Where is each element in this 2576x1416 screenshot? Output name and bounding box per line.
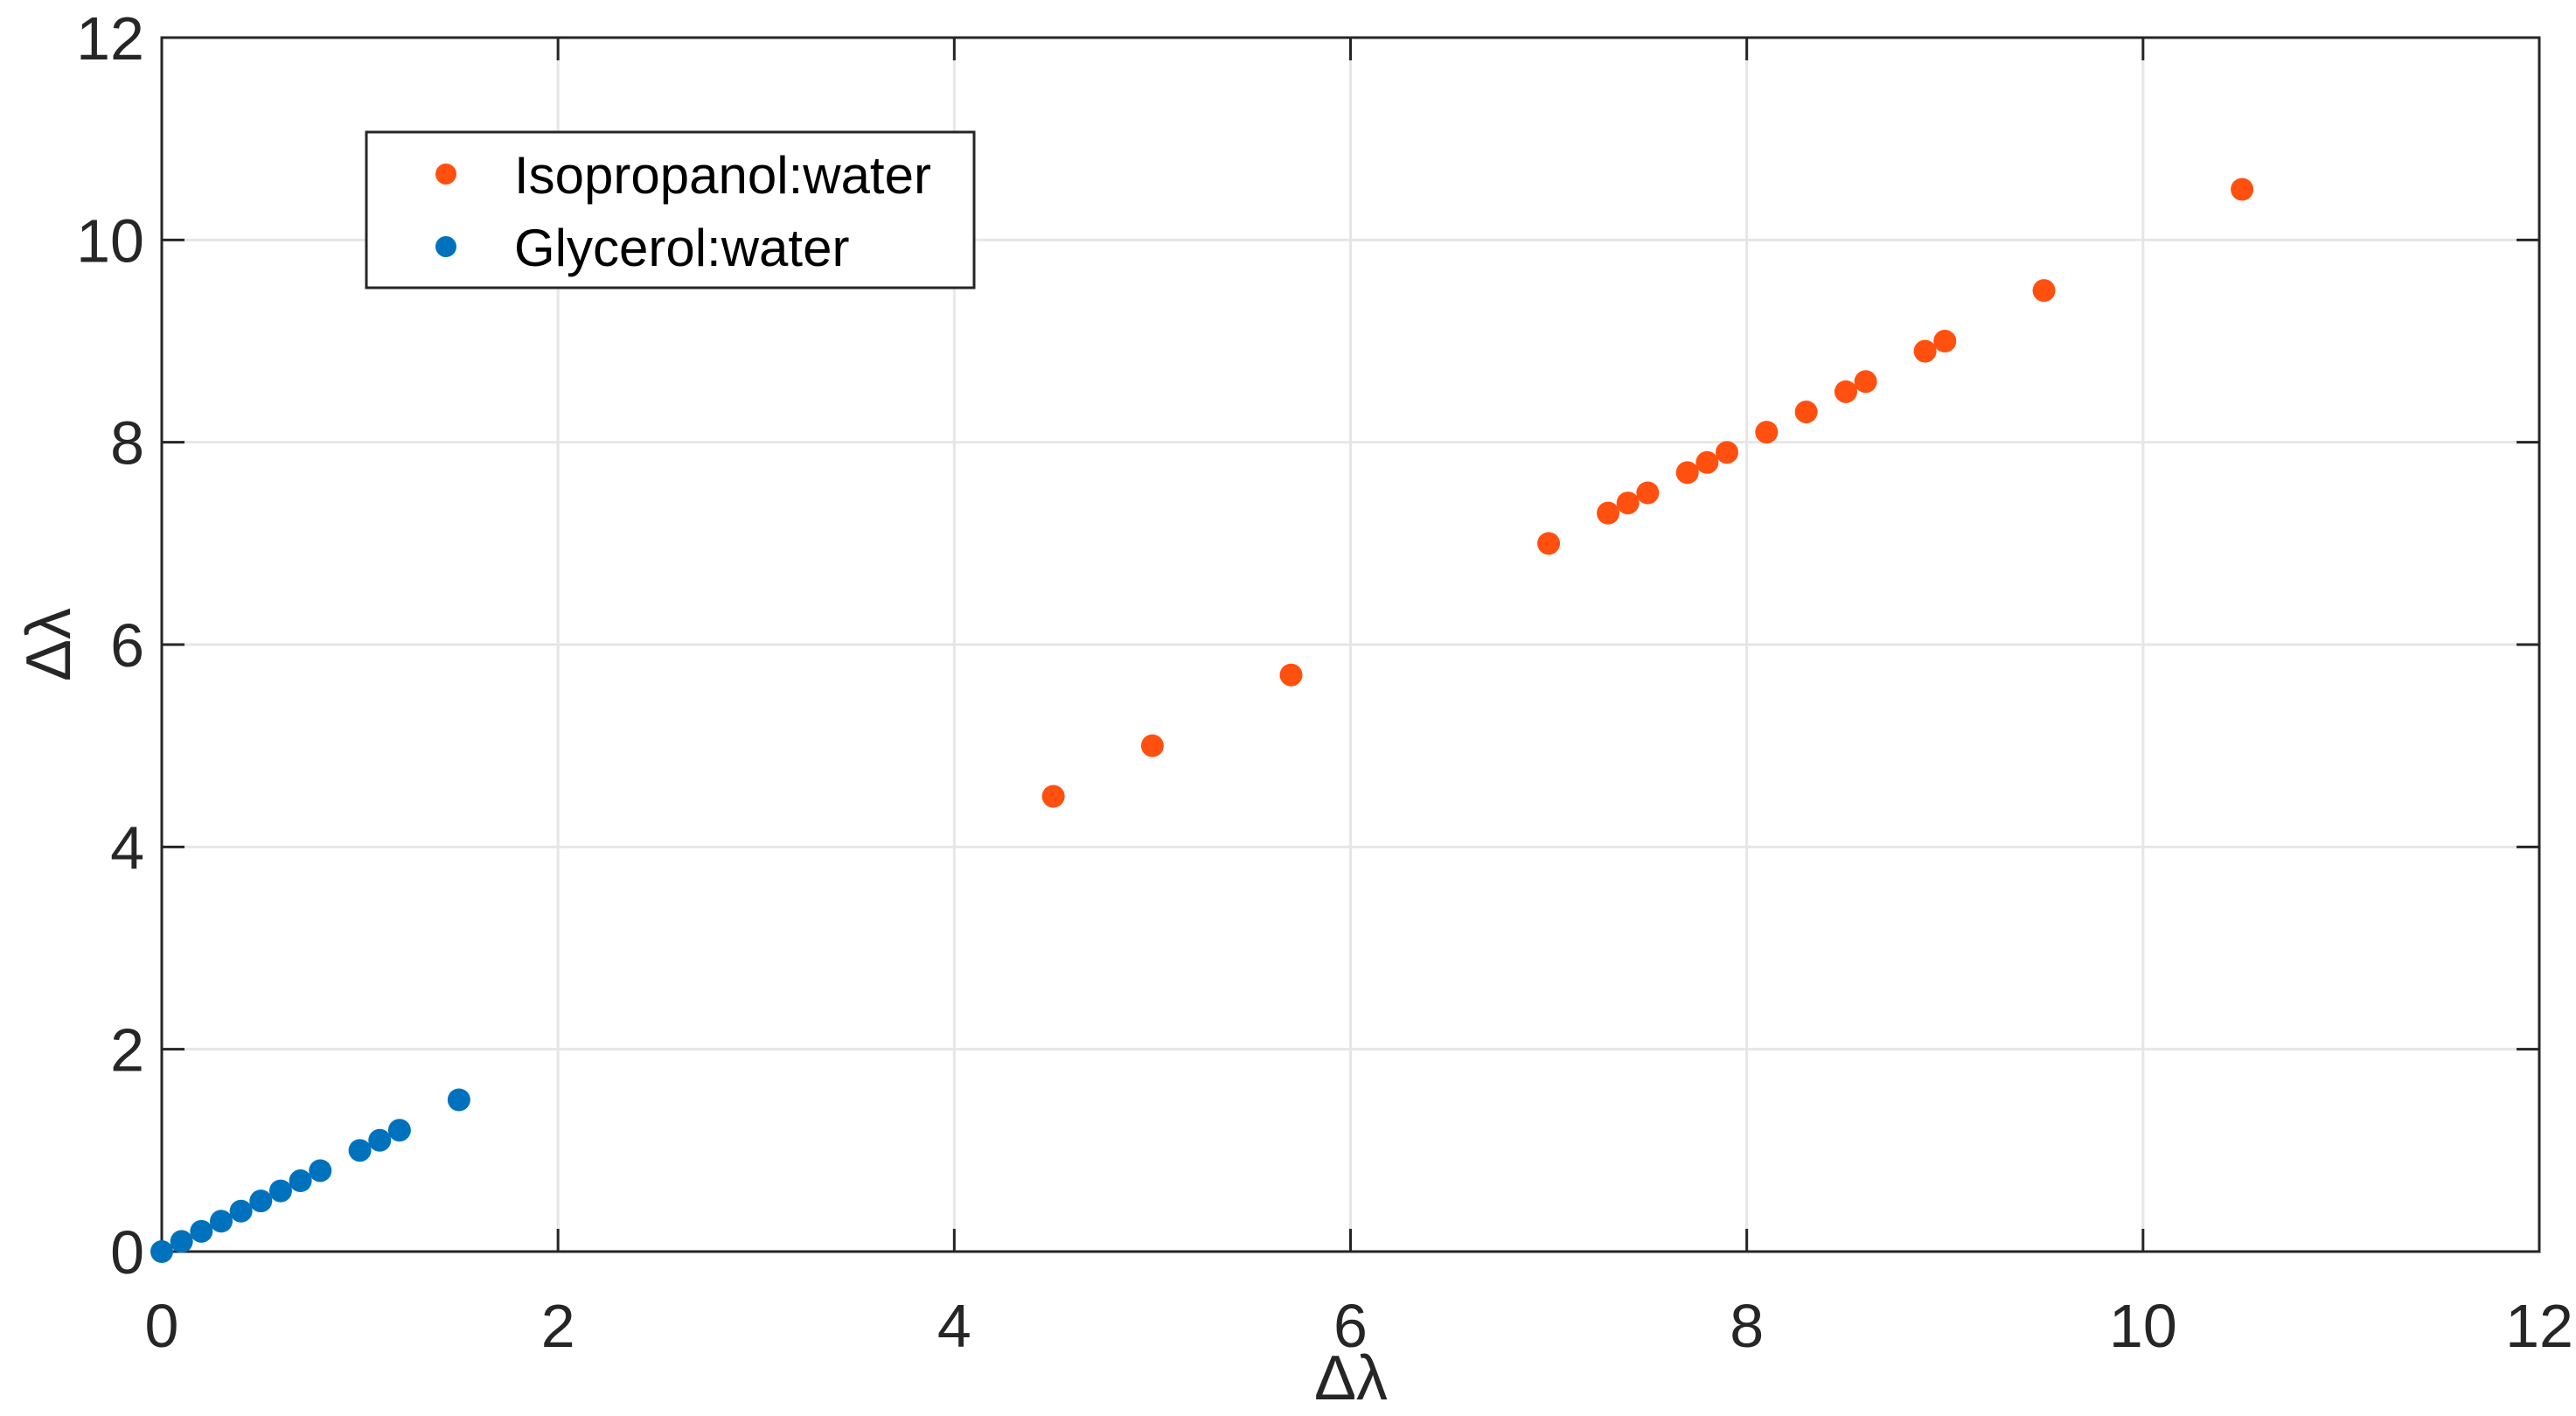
y-tick-label: 10: [76, 206, 144, 275]
x-tick-label: 2: [541, 1292, 575, 1360]
y-tick-label: 0: [110, 1218, 144, 1287]
data-point-glycerol: [170, 1230, 193, 1253]
x-axis-label: Δλ: [1314, 1343, 1388, 1413]
x-tick-label: 4: [937, 1292, 971, 1360]
data-point-isopropanol: [1834, 380, 1857, 403]
data-point-isopropanol: [1636, 481, 1660, 505]
data-point-isopropanol: [1597, 501, 1620, 525]
data-point-glycerol: [348, 1139, 372, 1162]
data-point-isopropanol: [1854, 370, 1877, 394]
data-point-isopropanol: [1140, 734, 1164, 757]
data-point-isopropanol: [1933, 330, 1957, 352]
y-tick-label: 6: [110, 611, 144, 680]
legend: Isopropanol:water Glycerol:water: [365, 130, 976, 289]
data-point-isopropanol: [1537, 532, 1561, 555]
x-tick-label: 8: [1730, 1292, 1764, 1360]
legend-label-isopropanol: Isopropanol:water: [514, 146, 931, 205]
data-point-glycerol: [229, 1199, 253, 1223]
x-tick-label: 0: [145, 1292, 179, 1360]
y-tick-label: 8: [110, 409, 144, 478]
x-tick-label: 12: [2505, 1292, 2573, 1360]
data-point-glycerol: [368, 1128, 392, 1152]
legend-marker-isopropanol: [435, 164, 456, 185]
y-tick-label: 12: [76, 4, 144, 73]
data-point-glycerol: [309, 1159, 332, 1182]
ticks: 0 2 4 6 8 10 12 0 2 4 6 8 10 12: [76, 4, 2573, 1360]
data-point-glycerol: [190, 1219, 213, 1243]
data-point-isopropanol: [1279, 663, 1303, 687]
data-point-isopropanol: [2032, 279, 2056, 303]
y-tick-label: 4: [110, 813, 144, 882]
legend-label-glycerol: Glycerol:water: [514, 219, 849, 277]
data-point-isopropanol: [1794, 400, 1818, 423]
legend-box: [365, 130, 976, 289]
x-tick-label: 6: [1333, 1292, 1368, 1360]
data-point-isopropanol: [1675, 461, 1699, 485]
data-points: [150, 178, 2254, 1263]
data-point-isopropanol: [1041, 785, 1065, 808]
y-tick-label: 2: [110, 1016, 144, 1085]
data-point-glycerol: [209, 1210, 233, 1233]
data-point-isopropanol: [1716, 441, 1739, 464]
data-point-glycerol: [150, 1240, 173, 1263]
y-axis-label: Δλ: [14, 608, 84, 681]
data-point-isopropanol: [1616, 492, 1640, 515]
data-point-glycerol: [249, 1189, 273, 1213]
data-point-glycerol: [268, 1179, 292, 1203]
data-point-isopropanol: [2231, 178, 2254, 201]
legend-marker-glycerol: [435, 236, 456, 257]
data-point-glycerol: [387, 1119, 411, 1142]
data-point-isopropanol: [1695, 450, 1719, 474]
data-point-isopropanol: [1913, 339, 1937, 363]
data-point-isopropanol: [1755, 421, 1779, 444]
x-tick-label: 10: [2109, 1292, 2177, 1360]
data-point-glycerol: [289, 1169, 312, 1193]
data-point-glycerol: [447, 1088, 470, 1112]
